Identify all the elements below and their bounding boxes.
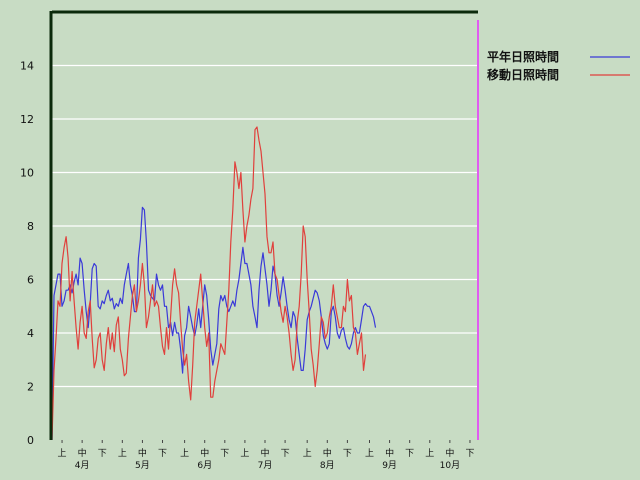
period-label: 中 <box>385 447 394 459</box>
period-label: 上 <box>425 448 434 459</box>
month-label: 10月 <box>440 460 460 471</box>
month-label: 4月 <box>75 460 90 471</box>
period-label: 中 <box>260 447 269 459</box>
period-label: 下 <box>281 449 290 459</box>
period-label: 下 <box>343 449 352 459</box>
y-tick-label: 4 <box>27 327 34 340</box>
y-tick-label: 6 <box>27 274 34 287</box>
series-lines <box>51 126 377 441</box>
period-label: 下 <box>465 449 474 459</box>
plot-frame <box>49 10 478 440</box>
period-label: 下 <box>220 449 229 459</box>
period-label: 上 <box>180 448 189 459</box>
period-label: 中 <box>78 447 87 459</box>
y-tick-label: 8 <box>27 220 34 233</box>
period-label: 上 <box>365 448 374 459</box>
month-label: 5月 <box>135 460 150 471</box>
gridlines <box>52 64 478 388</box>
y-tick-label: 2 <box>27 381 34 394</box>
period-label: 中 <box>200 447 209 459</box>
period-label: 中 <box>138 447 147 459</box>
period-label: 中 <box>323 447 332 459</box>
period-label: 中 <box>445 447 454 459</box>
period-label: 上 <box>303 448 312 459</box>
legend-label-2: 移動日照時間 <box>487 67 559 82</box>
y-tick-label: 10 <box>20 167 34 180</box>
y-tick-label: 12 <box>20 113 34 126</box>
period-label: 上 <box>240 448 249 459</box>
month-label: 6月 <box>197 460 212 471</box>
period-label: 下 <box>158 449 167 459</box>
period-label: 下 <box>98 449 107 459</box>
x-axis-ticks: 上中下4月上中下5月上中下6月上中下7月上中下8月上中下9月上中下10月 <box>58 440 474 471</box>
month-label: 8月 <box>320 460 335 471</box>
month-label: 9月 <box>382 460 397 471</box>
series-line-2 <box>51 126 367 441</box>
legend-label-1: 平年日照時間 <box>487 49 559 64</box>
period-label: 上 <box>118 448 127 459</box>
period-label: 下 <box>405 449 414 459</box>
y-axis-ticks: 0 2 4 6 8 10 12 14 <box>20 60 34 448</box>
period-label: 上 <box>58 448 67 459</box>
y-tick-label: 0 <box>27 434 34 447</box>
y-tick-label: 14 <box>20 60 34 73</box>
month-label: 7月 <box>258 460 273 471</box>
